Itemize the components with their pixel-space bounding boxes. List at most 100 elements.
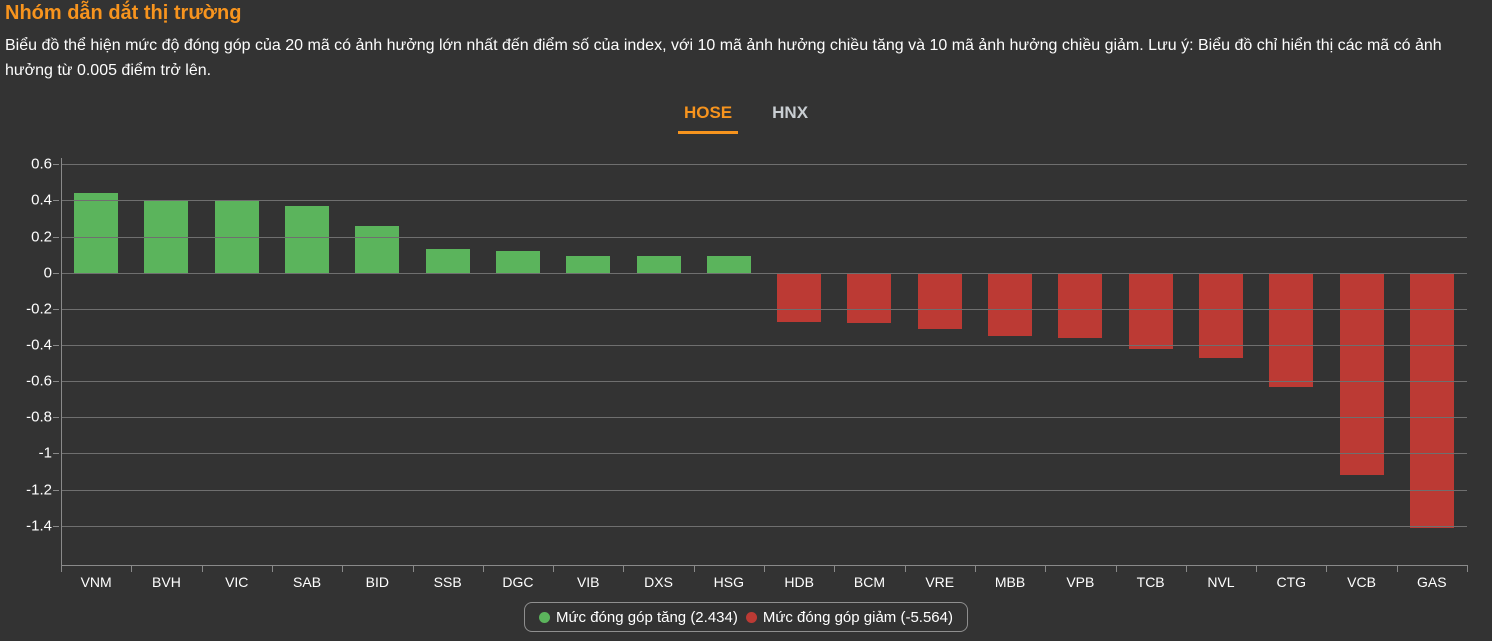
y-axis-tick: [53, 164, 59, 166]
chart-description: Biểu đồ thể hiện mức độ đóng góp của 20 …: [5, 37, 1442, 79]
chart-bar-TCB[interactable]: [1128, 272, 1173, 349]
x-axis-tick: [131, 565, 133, 572]
y-axis-label: -1.2: [26, 481, 52, 499]
tab-hose[interactable]: HOSE: [677, 101, 739, 134]
y-axis-tick: [53, 525, 59, 527]
y-axis-tick: [53, 417, 59, 419]
x-axis-tick: [974, 565, 976, 572]
y-axis-tick: [53, 489, 59, 491]
x-axis-label-VIB: VIB: [576, 574, 600, 590]
y-axis-label: -0.8: [26, 408, 52, 426]
chart-bar-VNM[interactable]: [74, 193, 119, 273]
chart-bar-HDB[interactable]: [777, 272, 822, 322]
legend-dot-down-icon: [745, 611, 757, 623]
chart-bar-SAB[interactable]: [285, 205, 330, 273]
chart-bar-HSG[interactable]: [706, 256, 751, 273]
chart-bar-NVL[interactable]: [1198, 272, 1243, 358]
x-axis-tick: [1396, 565, 1398, 572]
legend-label-up: Mức đóng góp tăng (2.434): [556, 608, 738, 626]
x-axis-tick: [834, 565, 836, 572]
x-axis-tick: [1045, 565, 1047, 572]
x-axis-label-BVH: BVH: [152, 574, 181, 590]
y-axis-label: -1.4: [26, 517, 52, 535]
y-axis-tick: [53, 200, 59, 202]
x-axis-tick: [623, 565, 625, 572]
chart-bar-DXS[interactable]: [636, 256, 681, 273]
x-axis-tick: [1467, 565, 1468, 572]
x-axis-tick: [693, 565, 695, 572]
gridline: [61, 272, 1467, 274]
x-axis-label-BID: BID: [365, 574, 389, 590]
y-axis-tick: [53, 381, 59, 383]
x-axis-tick: [482, 565, 484, 572]
x-axis-label-CTG: CTG: [1276, 574, 1307, 590]
legend-item-down[interactable]: Mức đóng góp giảm (-5.564): [745, 608, 953, 626]
chart-legend: Mức đóng góp tăng (2.434) Mức đóng góp g…: [524, 602, 968, 632]
x-axis-label-DXS: DXS: [644, 574, 673, 590]
x-axis-label-DGC: DGC: [502, 574, 534, 590]
chart-bar-CTG[interactable]: [1269, 272, 1314, 387]
y-axis-tick: [53, 453, 59, 455]
x-axis-label-VRE: VRE: [925, 574, 955, 590]
gridline: [61, 236, 1467, 238]
y-axis-tick: [53, 272, 59, 274]
y-axis-tick: [53, 308, 59, 310]
chart-bar-VCB[interactable]: [1339, 272, 1384, 476]
x-axis-label-HSG: HSG: [713, 574, 744, 590]
y-axis-line: [61, 158, 62, 572]
chart-bar-VPB[interactable]: [1058, 272, 1103, 338]
x-axis-label-BCM: BCM: [853, 574, 885, 590]
y-axis-tick: [53, 345, 59, 347]
chart-bar-VRE[interactable]: [917, 272, 962, 329]
chart-bar-BID[interactable]: [355, 225, 400, 273]
x-axis-label-VIC: VIC: [225, 574, 249, 590]
x-axis-label-VPB: VPB: [1066, 574, 1095, 590]
x-axis-tick: [61, 565, 62, 572]
chart-bar-DGC[interactable]: [495, 251, 540, 273]
x-axis-tick: [342, 565, 344, 572]
gridline: [61, 345, 1467, 347]
x-axis-label-SSB: SSB: [433, 574, 462, 590]
chart-bar-BCM[interactable]: [847, 272, 892, 324]
gridline: [61, 164, 1467, 166]
x-axis-label-SAB: SAB: [293, 574, 322, 590]
y-axis-label: -0.2: [26, 300, 52, 318]
x-axis-label-HDB: HDB: [784, 574, 814, 590]
x-axis-tick: [412, 565, 414, 572]
contribution-chart: 0.6 0.4 0.2 0 -0.2 -0.4 -0.6 -0.8 -1 -1.2 -1.4 VNM B…: [26, 155, 1468, 590]
chart-bar-GAS[interactable]: [1409, 272, 1454, 528]
legend-dot-up-icon: [539, 611, 551, 623]
chart-bar-SSB[interactable]: [425, 249, 470, 273]
y-axis-label: 0.6: [31, 155, 52, 173]
y-axis-tick: [53, 236, 59, 238]
gridline: [61, 453, 1467, 455]
x-axis-tick: [271, 565, 273, 572]
legend-label-down: Mức đóng góp giảm (-5.564): [762, 608, 953, 626]
y-axis-label: 0.4: [31, 191, 52, 209]
y-axis-label: -0.4: [26, 336, 52, 354]
exchange-tabs: HOSE HNX: [0, 101, 1492, 134]
tab-hnx[interactable]: HNX: [772, 103, 809, 122]
x-axis-tick: [553, 565, 555, 572]
page-title: Nhóm dẫn dắt thị trường: [5, 2, 242, 24]
gridline: [61, 417, 1467, 419]
chart-bar-MBB[interactable]: [988, 272, 1033, 336]
gridline: [61, 525, 1467, 527]
gridline: [61, 489, 1467, 491]
x-axis-label-VCB: VCB: [1347, 574, 1376, 590]
gridline: [61, 200, 1467, 202]
x-axis-tick: [764, 565, 765, 572]
x-axis-tick: [1256, 565, 1258, 572]
y-axis-label: -1: [38, 444, 52, 462]
x-axis-tick: [1115, 565, 1117, 572]
y-axis-label: -0.6: [26, 372, 52, 390]
x-axis-label-VNM: VNM: [80, 574, 112, 590]
legend-item-up[interactable]: Mức đóng góp tăng (2.434): [539, 609, 738, 626]
x-axis-tick: [1326, 565, 1328, 572]
x-axis-tick: [904, 565, 906, 572]
x-axis-tick: [201, 565, 203, 572]
x-axis-label-NVL: NVL: [1207, 574, 1235, 590]
gridline: [61, 381, 1467, 383]
chart-bar-VIB[interactable]: [566, 256, 611, 273]
